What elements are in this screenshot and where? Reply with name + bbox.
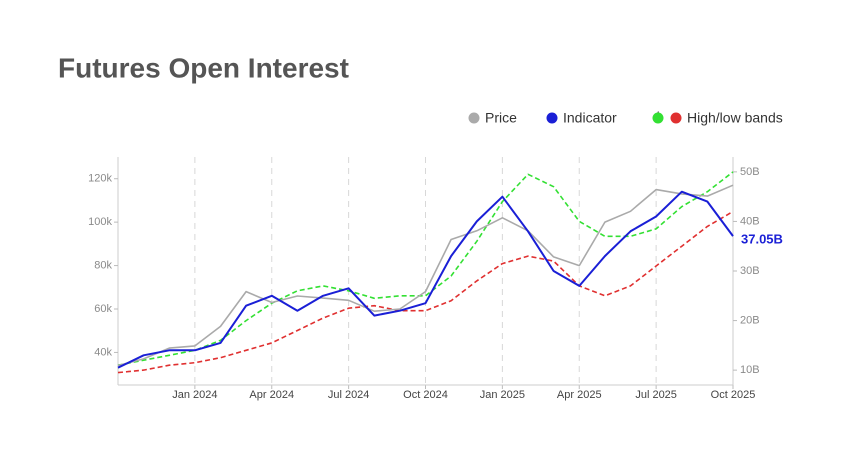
y-tick-label: 120k [88,173,112,185]
y-tick-label: 80k [94,259,112,271]
legend-label: Price [485,110,517,126]
x-tick-label: Jan 2024 [172,389,217,401]
legend-marker [546,112,558,124]
legend-marker [468,112,480,124]
x-tick-label: Jul 2025 [635,389,677,401]
y2-tick-label: 20B [740,314,760,326]
legend-marker [670,112,682,124]
y-tick-label: 100k [88,216,112,228]
y-tick-label: 60k [94,303,112,315]
x-tick-label: Oct 2025 [711,389,756,401]
x-tick-label: Oct 2024 [403,389,448,401]
series-line [117,184,734,367]
high-band [117,171,734,366]
x-tick-label: Apr 2024 [249,389,294,401]
legend-marker [652,112,664,124]
x-tick-label: Jan 2025 [480,389,525,401]
y-tick-label: 40k [94,346,112,358]
x-tick-label: Jul 2024 [328,389,370,401]
series-line [117,190,734,369]
low-band [117,210,734,374]
y2-tick-label: 40B [740,215,760,227]
x-tick-label: Apr 2025 [557,389,602,401]
y2-tick-label: 50B [740,166,760,178]
y2-tick-label: 10B [740,364,760,376]
legend-label: Indicator [563,110,617,126]
value-label: 37.05B [741,231,783,246]
legend-label: High/low bands [687,110,783,126]
chart-title: Futures Open Interest [58,52,349,83]
y2-tick-label: 30B [740,265,760,277]
